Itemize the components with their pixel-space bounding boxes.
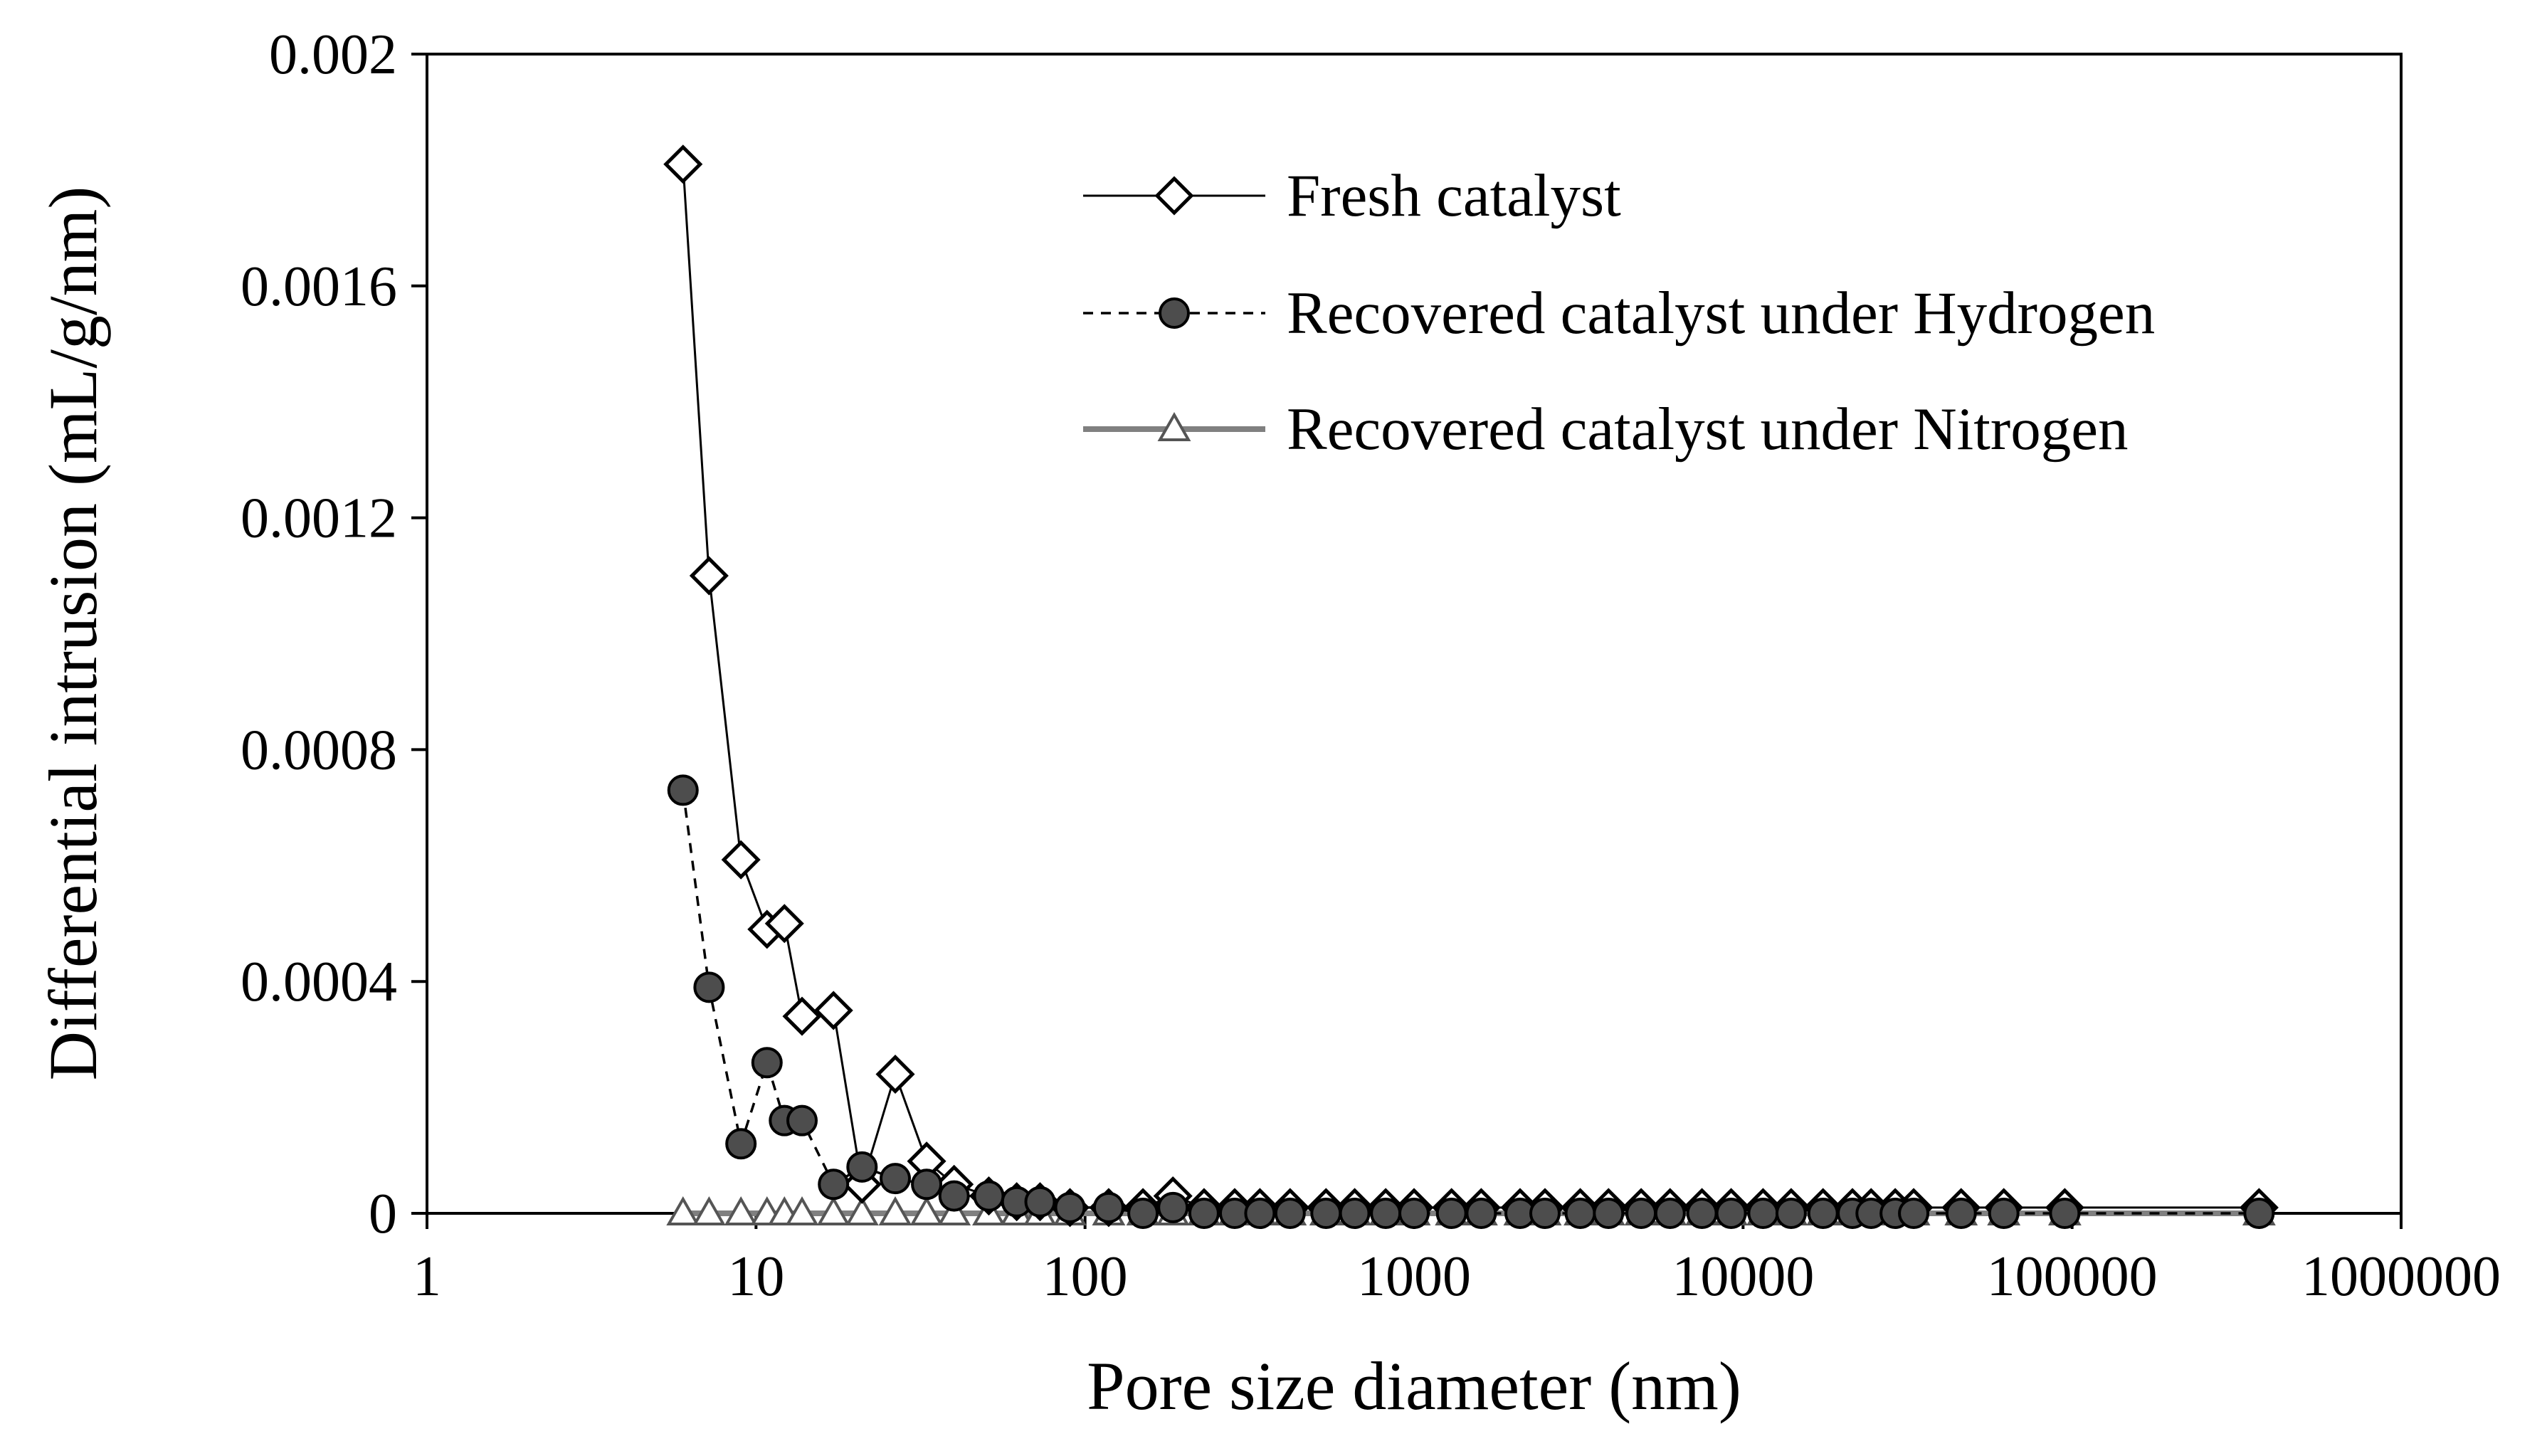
data-point: [875, 1054, 915, 1094]
data-point: [2049, 1198, 2081, 1229]
series-layer: [663, 144, 2279, 1229]
data-point: [938, 1180, 970, 1212]
data-point: [1310, 1198, 1342, 1229]
x-axis-ticks: 1 10 100 1000 10000 100000 1000000: [413, 1213, 2501, 1308]
data-point: [689, 556, 729, 596]
data-point: [1945, 1198, 1977, 1229]
data-point: [816, 1196, 850, 1225]
legend: Fresh catalyst Recovered catalyst under H…: [1083, 162, 2155, 463]
y-tick-label: 0.0008: [241, 719, 397, 781]
legend-marker: [1157, 411, 1191, 441]
data-point: [1529, 1198, 1561, 1229]
data-point: [751, 1047, 783, 1079]
legend-label: Recovered catalyst under Nitrogen: [1287, 396, 2128, 463]
data-point: [1024, 1186, 1056, 1218]
data-point: [1398, 1198, 1430, 1229]
data-point: [1157, 1191, 1189, 1223]
data-point: [666, 1196, 700, 1225]
legend-label: Fresh catalyst: [1287, 162, 1621, 229]
data-point: [878, 1196, 912, 1225]
data-point: [1988, 1198, 2020, 1229]
data-point: [663, 144, 703, 184]
data-point: [880, 1163, 912, 1195]
y-tick-label: 0.0012: [241, 487, 397, 550]
data-point: [1339, 1198, 1371, 1229]
data-point: [1625, 1198, 1657, 1229]
data-point: [813, 991, 853, 1030]
data-point: [721, 840, 761, 880]
data-point: [693, 971, 725, 1003]
data-point: [1127, 1198, 1159, 1229]
x-axis-title: Pore size diameter (nm): [1087, 1348, 1741, 1424]
data-point: [1564, 1198, 1596, 1229]
data-point: [1747, 1198, 1779, 1229]
data-point: [1244, 1198, 1276, 1229]
data-point: [764, 904, 804, 944]
y-axis-ticks: 0 0.0004 0.0008 0.0012 0.0016 0.002: [241, 23, 427, 1245]
data-point: [1370, 1198, 1402, 1229]
plot-area: [426, 53, 2403, 1215]
data-point: [1435, 1198, 1467, 1229]
data-point: [725, 1128, 757, 1160]
x-tick-label: 100000: [1987, 1245, 2158, 1308]
data-point: [1054, 1191, 1086, 1223]
y-tick-label: 0.002: [269, 23, 397, 86]
y-tick-label: 0: [369, 1183, 397, 1245]
data-point: [1465, 1198, 1497, 1229]
data-point: [782, 996, 822, 1036]
data-point: [1188, 1198, 1220, 1229]
data-point: [909, 1196, 944, 1225]
x-tick-label: 1000: [1357, 1245, 1471, 1308]
data-point: [845, 1196, 879, 1225]
x-tick-label: 10000: [1672, 1245, 1814, 1308]
data-point: [786, 1104, 818, 1136]
data-point: [724, 1196, 758, 1225]
data-point: [1775, 1198, 1807, 1229]
y-tick-label: 0.0016: [241, 255, 397, 318]
legend-marker: [1159, 297, 1190, 329]
x-tick-label: 1000000: [2301, 1245, 2501, 1308]
data-point: [1898, 1198, 1930, 1229]
data-point: [667, 774, 699, 806]
x-tick-label: 10: [727, 1245, 784, 1308]
data-point: [911, 1169, 943, 1201]
data-point: [1092, 1191, 1124, 1223]
data-point: [818, 1169, 850, 1201]
data-point: [1593, 1198, 1625, 1229]
y-axis-title: Differential intrusion (mL/g/nm): [35, 186, 111, 1081]
data-point: [973, 1180, 1005, 1212]
data-point: [1715, 1198, 1747, 1229]
data-point: [785, 1196, 819, 1225]
data-point: [1686, 1198, 1718, 1229]
x-tick-label: 1: [413, 1245, 441, 1308]
data-point: [1807, 1198, 1839, 1229]
data-point: [2243, 1198, 2275, 1229]
y-tick-label: 0.0004: [241, 951, 397, 1013]
x-tick-label: 100: [1043, 1245, 1128, 1308]
data-point: [692, 1196, 726, 1225]
legend-marker: [1154, 176, 1194, 216]
legend-label: Recovered catalyst under Hydrogen: [1287, 280, 2155, 347]
data-point: [1654, 1198, 1686, 1229]
data-point: [846, 1151, 878, 1183]
series-1: [667, 774, 2275, 1229]
data-point: [1274, 1198, 1306, 1229]
